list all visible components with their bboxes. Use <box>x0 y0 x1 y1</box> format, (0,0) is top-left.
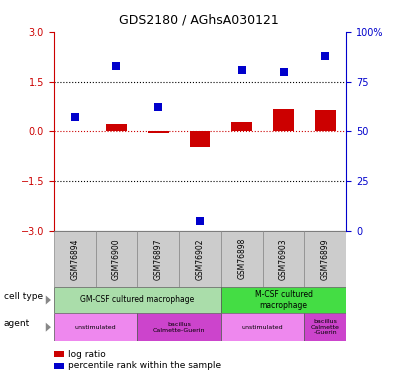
Text: percentile rank within the sample: percentile rank within the sample <box>68 361 221 370</box>
Bar <box>106 124 127 131</box>
Point <box>322 53 328 59</box>
Text: GDS2180 / AGhsA030121: GDS2180 / AGhsA030121 <box>119 13 279 26</box>
Text: GM-CSF cultured macrophage: GM-CSF cultured macrophage <box>80 296 195 304</box>
Bar <box>54 287 221 313</box>
Text: log ratio: log ratio <box>68 350 105 359</box>
Point <box>72 114 78 120</box>
Bar <box>231 122 252 131</box>
Bar <box>221 287 346 313</box>
Point <box>155 104 162 110</box>
Bar <box>263 231 304 287</box>
Bar <box>221 231 263 287</box>
Text: GSM76899: GSM76899 <box>321 238 330 279</box>
Text: GSM76900: GSM76900 <box>112 238 121 280</box>
Text: cell type: cell type <box>4 292 43 301</box>
Text: unstimulated: unstimulated <box>75 325 116 330</box>
Bar <box>54 231 96 287</box>
Point <box>197 217 203 223</box>
Point <box>238 67 245 73</box>
Text: GSM76894: GSM76894 <box>70 238 79 279</box>
Bar <box>179 231 221 287</box>
Text: GSM76902: GSM76902 <box>195 238 205 279</box>
Text: M-CSF cultured
macrophage: M-CSF cultured macrophage <box>255 290 312 310</box>
Text: bacillus
Calmette-Guerin: bacillus Calmette-Guerin <box>153 322 205 333</box>
Bar <box>273 109 294 131</box>
Bar <box>221 313 304 341</box>
Bar <box>148 131 169 133</box>
Point <box>280 69 287 75</box>
Text: GSM76897: GSM76897 <box>154 238 163 279</box>
Bar <box>137 231 179 287</box>
Bar <box>304 313 346 341</box>
Bar <box>189 131 211 147</box>
Bar <box>304 231 346 287</box>
Bar <box>54 313 137 341</box>
Bar <box>315 110 336 131</box>
Text: GSM76903: GSM76903 <box>279 238 288 280</box>
Text: bacillus
Calmette
-Guerin: bacillus Calmette -Guerin <box>311 319 340 336</box>
Bar <box>54 351 64 357</box>
Text: unstimulated: unstimulated <box>242 325 283 330</box>
Text: GSM76898: GSM76898 <box>237 238 246 279</box>
Polygon shape <box>46 296 51 304</box>
Bar <box>96 231 137 287</box>
Bar <box>54 363 64 369</box>
Polygon shape <box>46 322 51 332</box>
Bar <box>137 313 221 341</box>
Point <box>113 63 119 69</box>
Text: agent: agent <box>4 319 30 328</box>
